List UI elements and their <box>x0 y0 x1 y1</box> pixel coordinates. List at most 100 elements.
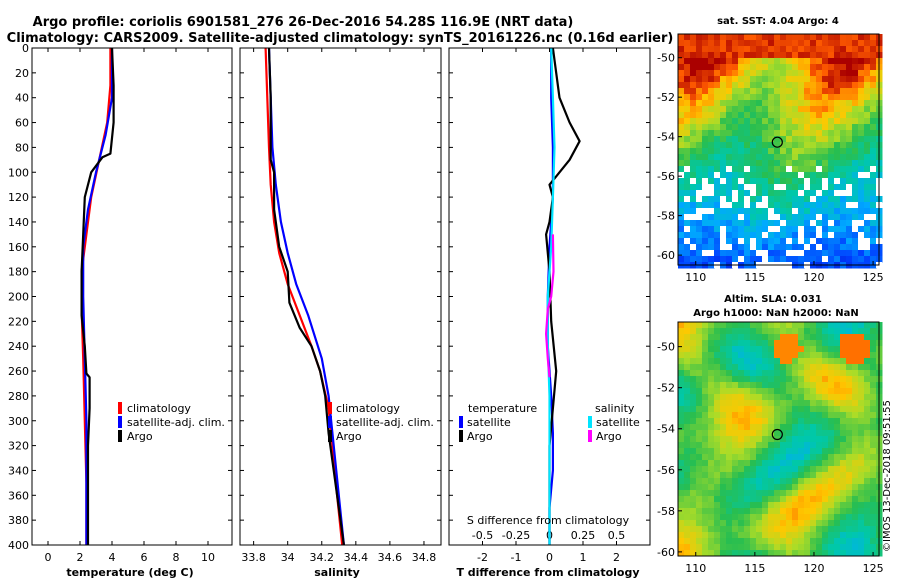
map-cell <box>840 160 847 167</box>
map-cell <box>702 208 708 214</box>
map-cell <box>678 178 685 185</box>
map-cell <box>690 418 697 425</box>
map-cell <box>762 70 769 77</box>
map-cell <box>768 256 775 263</box>
map-cell <box>696 124 703 131</box>
map-cell <box>762 94 769 101</box>
map-cell <box>816 400 823 407</box>
map-cell <box>780 106 787 113</box>
map-cell <box>678 142 685 149</box>
map-cell <box>768 412 775 419</box>
map-cell <box>750 232 757 239</box>
map-cell <box>768 106 775 113</box>
map-cell <box>828 40 835 47</box>
map-cell <box>696 142 703 149</box>
map-cell <box>756 46 763 53</box>
map-cell <box>828 322 835 329</box>
map-cell <box>810 496 817 503</box>
map-cell <box>804 124 811 131</box>
map-cell <box>708 40 715 47</box>
map-cell <box>774 160 781 167</box>
map-cell <box>786 322 793 329</box>
map-cell <box>840 130 847 137</box>
map-cell <box>678 166 685 173</box>
map-cell <box>690 82 697 89</box>
map-cell <box>852 154 859 161</box>
map-cell <box>690 52 697 59</box>
map-cell <box>684 208 691 215</box>
map-cell <box>846 250 853 257</box>
map-cell <box>804 40 811 47</box>
map-cell <box>756 70 763 77</box>
map-cell <box>678 100 685 107</box>
map-cell <box>714 136 721 143</box>
map-cell <box>798 520 805 527</box>
map-cell <box>726 496 733 503</box>
map-cell <box>726 34 733 41</box>
map-cell <box>798 208 805 215</box>
map-cell <box>780 46 787 53</box>
map-cell <box>864 358 871 365</box>
map-cell <box>762 532 769 539</box>
map-cell <box>846 478 853 485</box>
map-cell <box>852 52 859 59</box>
map-cell <box>696 118 703 125</box>
map-cell <box>780 502 787 509</box>
map-cell <box>846 496 853 503</box>
map-cell <box>792 40 799 47</box>
map-cell <box>762 454 769 461</box>
map-cell <box>840 184 847 191</box>
map-cell <box>834 220 841 227</box>
map-cell <box>846 58 853 65</box>
map-cell <box>804 418 811 425</box>
map-cell <box>780 376 787 383</box>
map-cell <box>690 124 697 131</box>
map-cell <box>786 106 793 113</box>
map-cell <box>816 550 823 557</box>
map-cell <box>684 100 691 107</box>
map-cell <box>870 364 877 371</box>
map-cell <box>750 436 757 443</box>
map-cell <box>702 226 709 233</box>
temperature-axes-frame <box>31 47 233 546</box>
map-cell <box>762 82 769 89</box>
series-line-t-argo <box>544 47 581 545</box>
map-cell <box>852 196 859 203</box>
map-cell <box>858 70 865 77</box>
map-cell <box>840 436 847 443</box>
map-cell <box>750 502 757 509</box>
map-cell <box>810 502 817 509</box>
map-cell <box>864 460 871 467</box>
map-cell <box>744 376 751 383</box>
map-cell <box>738 76 745 83</box>
map-cell <box>780 220 786 226</box>
map-cell <box>804 70 811 77</box>
map-cell <box>684 472 691 479</box>
map-cell <box>798 472 805 479</box>
map-cell <box>702 472 709 479</box>
map-cell <box>804 256 811 263</box>
map-cell <box>678 40 685 47</box>
map-cell <box>696 388 703 395</box>
map-cell <box>732 88 739 95</box>
map-cell <box>744 352 751 359</box>
map-cell <box>786 196 793 203</box>
map-cell <box>834 370 841 377</box>
map-cell <box>768 322 775 329</box>
map-cell <box>840 202 847 209</box>
map-cell <box>678 538 685 545</box>
map-cell <box>798 172 804 178</box>
map-cell <box>840 478 847 485</box>
map-cell <box>720 160 727 167</box>
map-cell <box>822 394 829 401</box>
map-cell <box>750 340 757 347</box>
map-cell <box>732 328 739 335</box>
map-cell <box>690 490 697 497</box>
map-cell <box>738 454 745 461</box>
map-cell <box>852 382 859 389</box>
map-cell <box>732 64 739 71</box>
map-cell <box>774 358 781 365</box>
map-cell <box>816 376 823 383</box>
map-cell <box>828 358 835 365</box>
map-cell <box>690 394 697 401</box>
